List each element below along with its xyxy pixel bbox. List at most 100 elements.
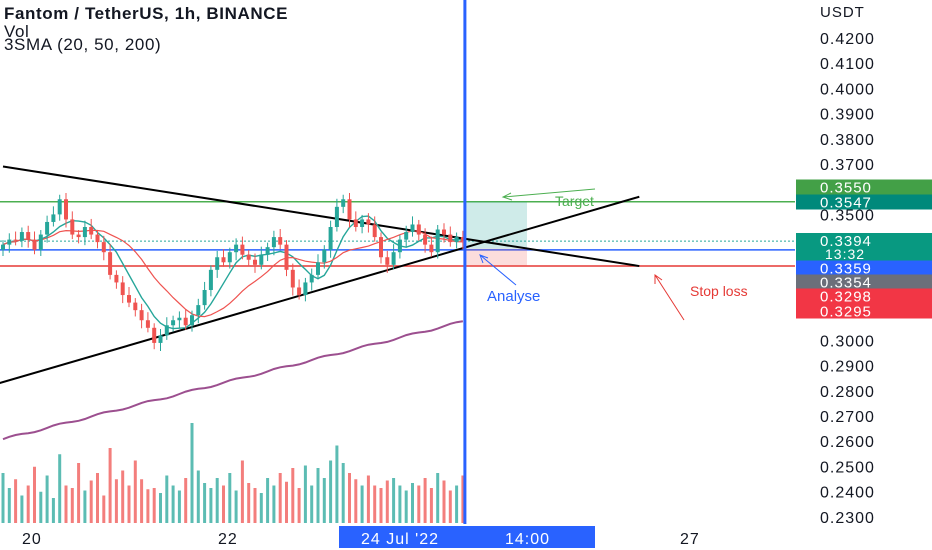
candle[interactable] — [190, 315, 194, 326]
candle[interactable] — [416, 224, 421, 235]
candle[interactable] — [120, 282, 125, 296]
stop-loss-arrow-icon — [654, 274, 685, 321]
candle[interactable] — [328, 227, 333, 250]
candle[interactable] — [19, 232, 24, 241]
candle[interactable] — [177, 317, 182, 321]
candle[interactable] — [32, 239, 37, 250]
volume-bar — [51, 498, 55, 523]
candle[interactable] — [284, 244, 289, 270]
candle[interactable] — [429, 244, 434, 253]
volume-bar — [247, 483, 251, 523]
volume-bar — [228, 473, 232, 523]
candle[interactable] — [240, 244, 245, 255]
candle[interactable] — [278, 237, 283, 245]
candle[interactable] — [303, 282, 308, 296]
candle[interactable] — [26, 232, 31, 240]
volume-bar — [411, 483, 414, 523]
currency-label[interactable]: USDT — [820, 4, 865, 21]
candle[interactable] — [334, 206, 339, 227]
volume-bar — [442, 480, 446, 523]
candle[interactable] — [202, 290, 207, 306]
candle[interactable] — [366, 219, 371, 225]
candle[interactable] — [435, 229, 440, 253]
candle[interactable] — [454, 237, 459, 243]
candle[interactable] — [290, 269, 295, 288]
candle[interactable] — [51, 214, 56, 222]
candle[interactable] — [196, 305, 201, 316]
candle[interactable] — [448, 234, 453, 243]
candle[interactable] — [322, 249, 327, 263]
candle[interactable] — [95, 234, 100, 243]
candle[interactable] — [442, 229, 446, 235]
volume-bar — [159, 493, 162, 523]
candle[interactable] — [391, 252, 396, 265]
candle[interactable] — [76, 234, 81, 238]
candle[interactable] — [221, 257, 226, 263]
volume-bar — [373, 485, 377, 523]
candle[interactable] — [460, 237, 465, 242]
candle[interactable] — [152, 327, 157, 343]
volume-bar — [335, 445, 339, 523]
candle[interactable] — [208, 269, 213, 290]
candle[interactable] — [57, 199, 62, 215]
price-badge-stop-second: 0.3295 — [820, 304, 872, 321]
descending-trendline[interactable] — [2, 165, 640, 268]
ascending-trendline[interactable] — [0, 195, 640, 386]
candle[interactable] — [271, 237, 276, 248]
candle[interactable] — [82, 227, 87, 238]
candle[interactable] — [171, 320, 176, 326]
candle[interactable] — [1, 244, 5, 250]
candle[interactable] — [7, 239, 12, 245]
candle[interactable] — [227, 252, 232, 263]
candle[interactable] — [164, 325, 169, 336]
candle[interactable] — [89, 227, 94, 235]
candle[interactable] — [133, 302, 138, 311]
profit-zone[interactable] — [463, 201, 527, 249]
candle[interactable] — [316, 262, 320, 275]
candle[interactable] — [38, 234, 43, 250]
volume-bar — [133, 460, 137, 523]
price-badge-stop-second-bg — [796, 303, 932, 319]
volume-bar — [310, 485, 314, 523]
candle[interactable] — [265, 247, 270, 255]
volume-bar — [272, 485, 276, 523]
candle[interactable] — [253, 259, 257, 265]
volume-bar — [240, 460, 244, 523]
candle[interactable] — [215, 257, 220, 270]
candle[interactable] — [108, 252, 113, 275]
candle[interactable] — [423, 234, 428, 245]
candle[interactable] — [372, 224, 377, 238]
candle[interactable] — [404, 232, 409, 240]
candle[interactable] — [309, 274, 314, 283]
volume-bar — [45, 475, 49, 523]
candle[interactable] — [379, 237, 383, 258]
candle[interactable] — [145, 320, 150, 328]
candle[interactable] — [183, 317, 188, 326]
candle[interactable] — [360, 219, 365, 227]
price-badge-gray-bg — [796, 274, 932, 290]
candle[interactable] — [70, 219, 75, 235]
candle[interactable] — [341, 199, 346, 207]
candle[interactable] — [45, 221, 50, 235]
candle[interactable] — [246, 254, 251, 260]
candle[interactable] — [158, 335, 163, 343]
candle[interactable] — [101, 242, 106, 253]
candle[interactable] — [234, 244, 239, 253]
candle[interactable] — [385, 257, 390, 265]
price-badge-second: 0.3547 — [820, 195, 872, 212]
candle[interactable] — [114, 274, 119, 283]
candle[interactable] — [297, 287, 302, 296]
volume-bar — [423, 478, 427, 523]
candle[interactable] — [353, 219, 358, 227]
candle[interactable] — [397, 239, 402, 253]
candle[interactable] — [410, 224, 415, 233]
candle[interactable] — [139, 310, 144, 321]
candle[interactable] — [127, 295, 131, 303]
target-arrow-icon — [501, 188, 596, 201]
loss-zone[interactable] — [463, 248, 527, 267]
candle[interactable] — [347, 199, 352, 220]
candle[interactable] — [13, 239, 18, 241]
candle[interactable] — [259, 254, 264, 265]
candle[interactable] — [64, 199, 68, 220]
